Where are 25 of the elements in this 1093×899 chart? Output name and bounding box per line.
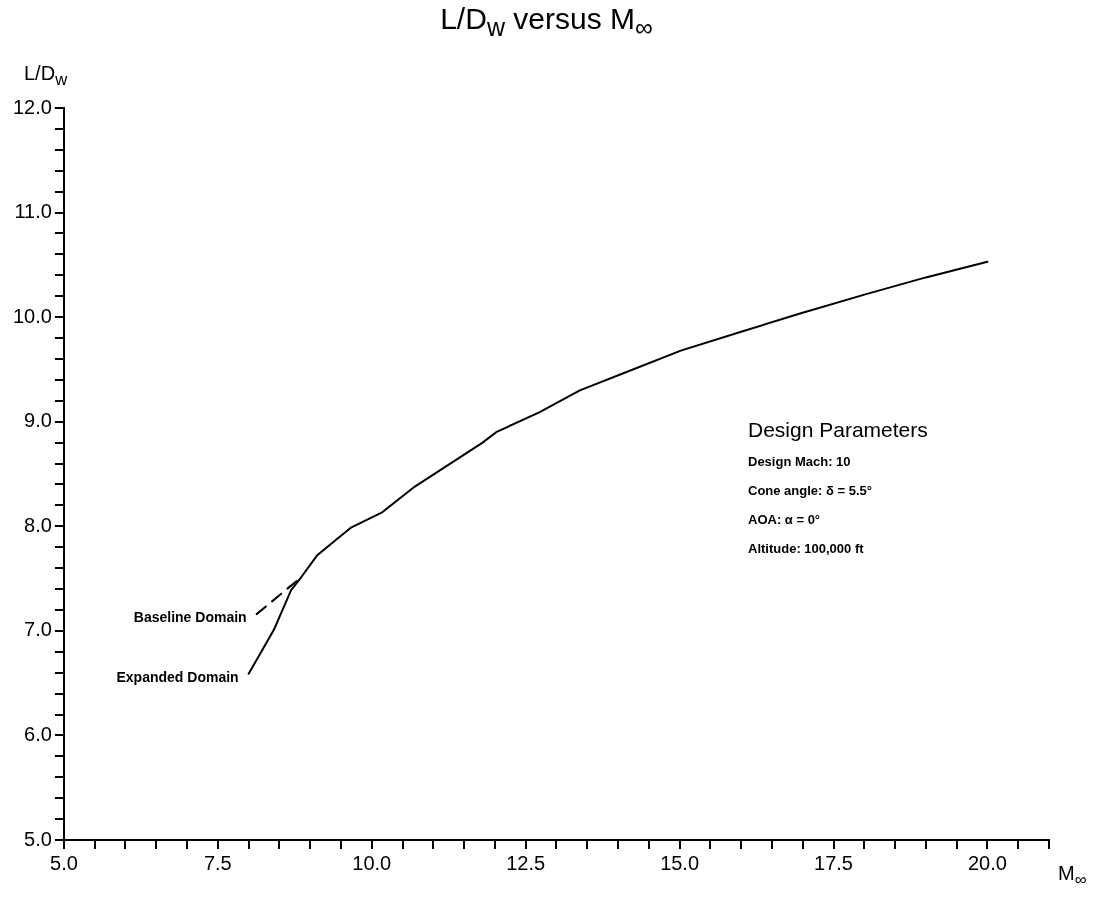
x-tick-label: 5.0: [50, 851, 78, 874]
x-tick-label: 12.5: [506, 851, 546, 874]
x-tick-label: 17.5: [814, 851, 853, 874]
x-tick-label: 7.5: [203, 851, 232, 874]
annotation: Expanded Domain: [116, 668, 239, 685]
x-tick-label: 10.0: [352, 851, 392, 874]
chart-title: L/D$_{w}$ versus M$_{∞}$: [439, 2, 654, 42]
y-tick-label: 5.0: [24, 827, 52, 850]
annotation: Cone angle: δ = 5.5°: [748, 483, 873, 498]
y-tick-label: 8.0: [24, 513, 52, 536]
annotation: AOA: α = 0°: [748, 512, 822, 527]
annotation: Design Parameters: [748, 418, 928, 442]
y-tick-label: 11.0: [14, 200, 52, 223]
x-tick-label: 15.0: [660, 851, 700, 874]
y-tick-label: 6.0: [24, 722, 52, 745]
y-tick-label: 7.0: [24, 618, 52, 641]
y-axis-title: L/D$_{w}$: [24, 62, 68, 90]
annotation: Altitude: 100,000 ft: [748, 541, 865, 556]
annotation: Baseline Domain: [133, 608, 247, 625]
y-tick-label: 10.0: [12, 304, 52, 327]
y-tick-label: 9.0: [24, 409, 52, 432]
annotation: Design Mach: 10: [748, 454, 852, 469]
x-axis-title: M$_{∞}$: [1058, 862, 1087, 890]
y-tick-label: 12.0: [12, 95, 52, 118]
x-tick-label: 20.0: [967, 851, 1007, 874]
